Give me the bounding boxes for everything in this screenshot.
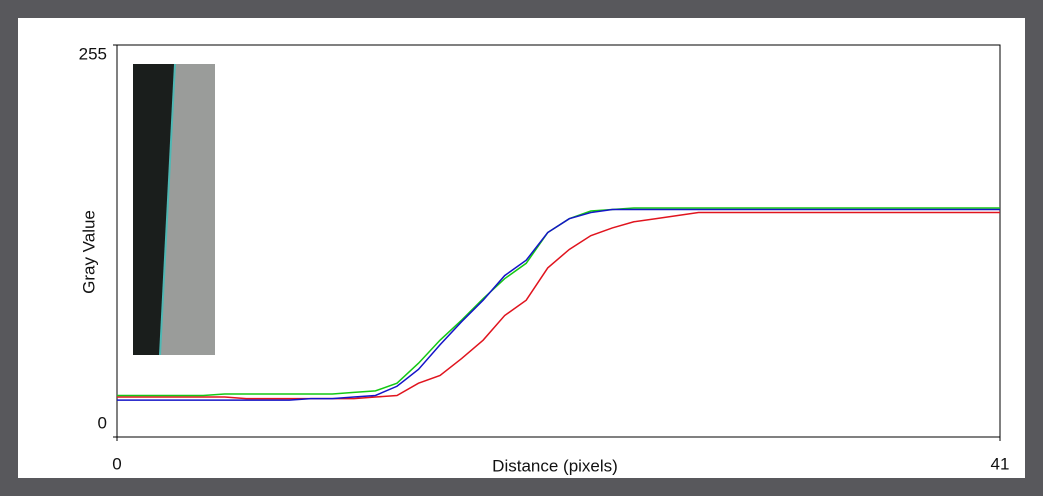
series-line: [117, 211, 1000, 400]
inset-image: [133, 63, 215, 356]
x-tick-label: 41: [991, 454, 1010, 473]
y-tick-label: 255: [79, 44, 107, 63]
series-line: [117, 208, 1000, 401]
inset-dark: [133, 64, 175, 355]
x-tick-label: 0: [112, 454, 121, 473]
inset-edge: [159, 63, 176, 356]
y-axis-label: Gray Value: [79, 210, 98, 294]
plot-frame: [116, 44, 1001, 438]
y-tick-label: 0: [98, 413, 107, 432]
x-axis-label: Distance (pixels): [492, 456, 618, 475]
